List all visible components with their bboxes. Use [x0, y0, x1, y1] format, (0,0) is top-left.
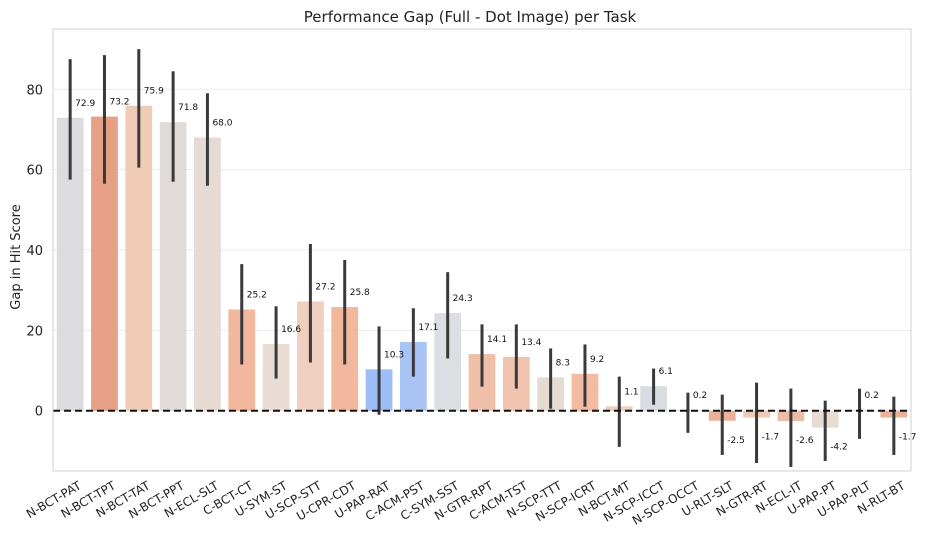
y-tick-label: 80	[26, 83, 43, 98]
bars	[56, 105, 908, 428]
data-labels: 72.9 73.2 75.9 71.8 68.0 25.2 16.6 27.2 25.8 10.3…	[75, 87, 916, 453]
y-tick-label: 20	[26, 324, 43, 339]
data-label: 16.6	[281, 325, 301, 335]
y-tick-label: 0	[35, 405, 43, 420]
data-label: 73.2	[109, 98, 129, 108]
data-label: 71.8	[178, 103, 198, 113]
data-label: 68.0	[212, 118, 232, 128]
data-label: 10.3	[384, 350, 404, 360]
x-tick-labels: N-BCT-PATN-BCT-TPTN-BCT-TATN-BCT-PPTN-EC…	[24, 478, 908, 528]
data-label: 14.1	[487, 335, 507, 345]
data-label: -1.7	[762, 433, 780, 443]
data-label: 9.2	[590, 355, 604, 365]
data-label: 24.3	[453, 294, 473, 304]
data-label: 8.3	[556, 358, 570, 368]
data-label: 0.2	[693, 391, 707, 401]
data-label: 72.9	[75, 99, 95, 109]
data-label: -1.7	[899, 433, 917, 443]
data-label: 75.9	[144, 87, 164, 97]
data-label: 0.2	[865, 391, 879, 401]
data-label: -2.5	[727, 436, 745, 446]
error-bars	[68, 49, 896, 467]
data-label: 17.1	[418, 323, 438, 333]
data-label: 25.2	[247, 290, 267, 300]
plot-frame	[52, 28, 912, 472]
y-tick-labels: 0 20 40 60 80	[26, 83, 43, 419]
y-axis-label: Gap in Hit Score	[9, 204, 24, 309]
y-tick-label: 40	[26, 244, 43, 259]
data-label: 6.1	[659, 367, 673, 377]
data-label: 27.2	[315, 282, 335, 292]
data-label: 13.4	[521, 338, 541, 348]
data-label: 25.8	[350, 288, 370, 298]
data-label: -4.2	[830, 443, 848, 453]
data-label: 1.1	[624, 387, 638, 397]
chart-title: Performance Gap (Full - Dot Image) per T…	[304, 8, 637, 26]
data-label: -2.6	[796, 436, 814, 446]
y-tick-label: 60	[26, 164, 43, 179]
